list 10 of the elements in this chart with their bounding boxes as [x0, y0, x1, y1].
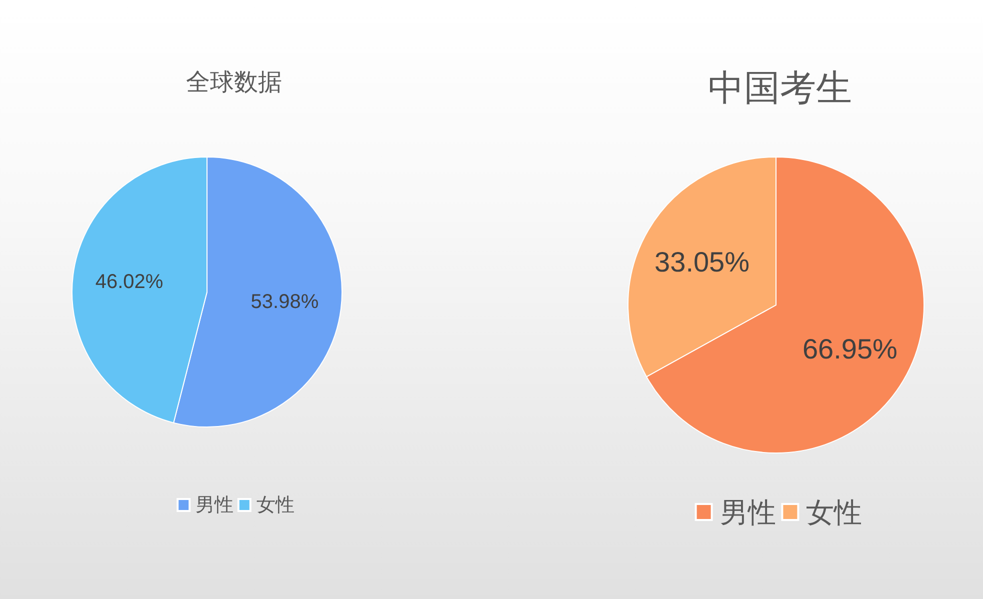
legend-label: 女性 [806, 496, 862, 528]
legend-label: 女性 [256, 494, 294, 516]
data-label: 66.95% [802, 333, 898, 364]
data-label: 46.02% [95, 271, 164, 294]
legend-label: 男性 [720, 496, 776, 528]
chart-title: 中国考生 [708, 67, 852, 108]
chart-title: 全球数据 [186, 69, 282, 96]
legend-label: 男性 [196, 494, 234, 516]
data-label: 53.98% [250, 290, 319, 313]
data-label: 33.05% [654, 246, 750, 277]
